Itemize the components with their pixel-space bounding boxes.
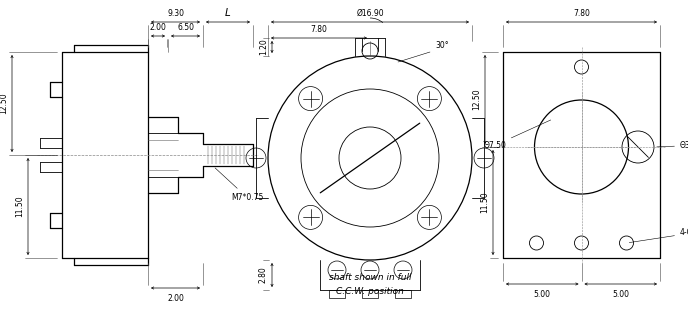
Text: Θ7.50: Θ7.50 [483, 120, 551, 150]
Text: shaft shown in full: shaft shown in full [329, 274, 411, 282]
Text: 5.00: 5.00 [612, 290, 630, 299]
Text: L: L [225, 8, 231, 18]
Text: 30°: 30° [435, 41, 449, 50]
Text: 7.80: 7.80 [573, 9, 590, 18]
Text: 4-Θ1.20: 4-Θ1.20 [630, 228, 688, 243]
Bar [395, 290, 411, 298]
Text: 9.30: 9.30 [167, 9, 184, 18]
Text: 2.00: 2.00 [149, 23, 166, 32]
Text: 2.00: 2.00 [167, 294, 184, 303]
Bar [329, 290, 345, 298]
Text: 6.50: 6.50 [177, 23, 194, 32]
Text: 11.50: 11.50 [15, 196, 24, 217]
Text: C.C.W. position: C.C.W. position [336, 287, 404, 296]
Text: 7.80: 7.80 [310, 25, 327, 34]
Text: Θ3.00: Θ3.00 [657, 141, 688, 150]
Text: 11.50: 11.50 [480, 192, 489, 213]
Text: Ø16.90: Ø16.90 [356, 9, 384, 18]
Text: 1.20: 1.20 [259, 39, 268, 55]
Text: 2.80: 2.80 [259, 267, 268, 283]
Text: 5.00: 5.00 [534, 290, 551, 299]
Text: 12.50: 12.50 [0, 93, 8, 114]
Bar [362, 290, 378, 298]
Text: 12.50: 12.50 [472, 89, 481, 110]
Text: M7*0.75: M7*0.75 [215, 168, 264, 202]
